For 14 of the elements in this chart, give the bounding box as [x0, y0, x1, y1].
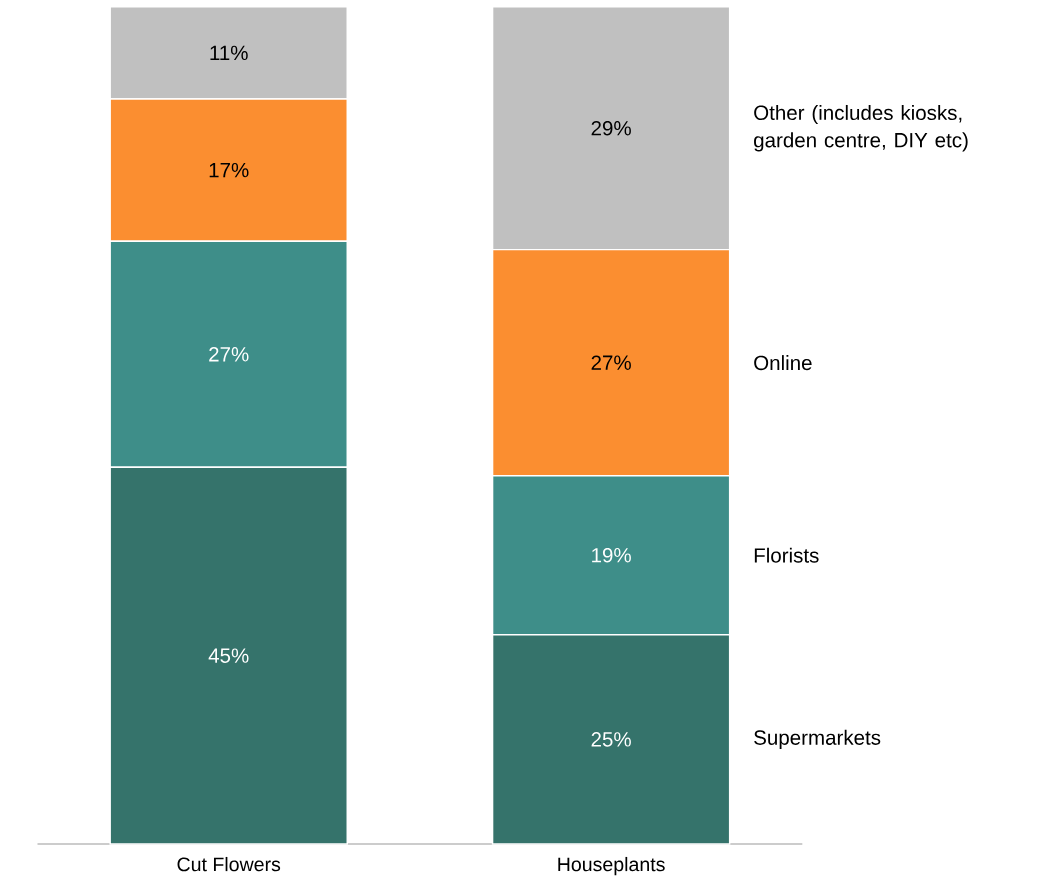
data-label: 25%: [591, 732, 631, 747]
data-label: 11%: [210, 45, 248, 61]
data-label: 45%: [208, 648, 249, 663]
x-tick-label: Cut Flowers: [177, 856, 281, 872]
x-tick-label: Houseplants: [558, 856, 665, 876]
data-label: 27%: [209, 347, 249, 362]
data-label: 17%: [209, 162, 249, 178]
data-label: 19%: [592, 547, 631, 563]
data-label: 29%: [591, 120, 631, 136]
series-label: Online: [754, 355, 812, 371]
series-label: Supermarkets: [754, 729, 881, 749]
series-label: Other (includes kiosks, garden centre, DIY etc): [754, 104, 968, 152]
data-label: 27%: [591, 355, 631, 370]
series-label: Florists: [754, 547, 819, 563]
